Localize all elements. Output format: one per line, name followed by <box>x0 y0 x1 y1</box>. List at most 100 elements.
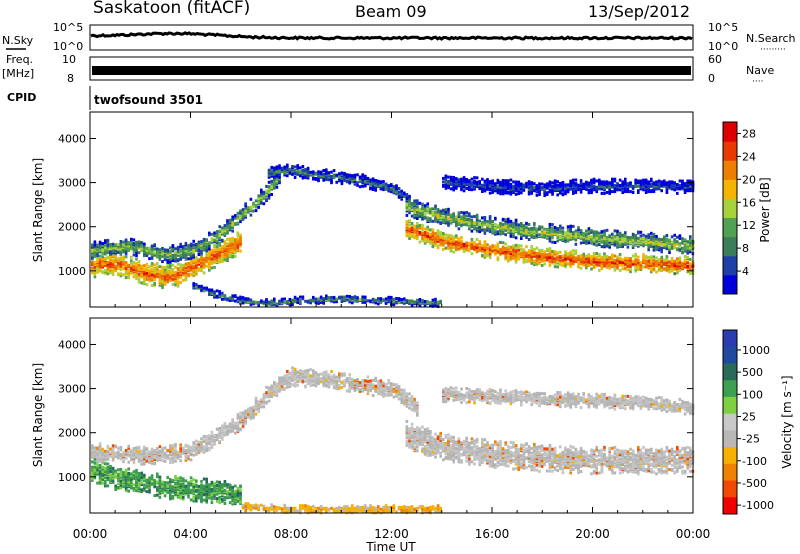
data-cell <box>663 243 666 247</box>
data-cell <box>457 182 461 186</box>
data-cell <box>371 297 375 301</box>
data-cell <box>93 255 97 259</box>
data-cell <box>574 178 578 182</box>
data-cell <box>637 189 640 193</box>
data-cell <box>205 254 208 258</box>
data-cell <box>176 280 180 284</box>
power-colorbar-swatch <box>723 255 737 276</box>
data-cell <box>273 170 276 174</box>
data-cell <box>361 176 364 179</box>
data-cell <box>215 247 219 251</box>
data-cell <box>535 258 539 262</box>
data-cell <box>689 243 692 247</box>
data-cell <box>678 260 682 264</box>
data-cell <box>676 257 679 261</box>
data-cell <box>475 213 479 217</box>
data-cell <box>608 188 611 192</box>
data-cell <box>93 246 97 250</box>
data-cell <box>111 269 115 273</box>
data-cell <box>218 259 221 263</box>
data-cell <box>678 179 682 183</box>
data-cell <box>462 218 466 222</box>
power-colorbar-tick-label: 24 <box>742 150 756 163</box>
data-cell <box>174 279 177 282</box>
data-cell <box>119 251 123 255</box>
data-cell <box>538 248 541 252</box>
data-cell <box>135 251 138 255</box>
data-cell <box>449 243 453 247</box>
data-cell <box>577 188 580 192</box>
data-cell <box>509 252 513 255</box>
data-cell <box>431 236 435 240</box>
data-cell <box>535 230 539 234</box>
data-cell <box>624 240 627 244</box>
data-cell <box>226 252 229 256</box>
data-cell <box>616 240 619 244</box>
data-cell <box>262 300 266 304</box>
data-cell <box>499 253 502 257</box>
data-cell <box>189 265 193 269</box>
data-cell <box>488 245 492 249</box>
data-cell <box>135 262 138 265</box>
data-cell <box>525 229 528 233</box>
data-cell <box>174 247 177 251</box>
data-cell <box>572 181 575 185</box>
data-cell <box>642 265 645 269</box>
data-cell <box>280 166 284 170</box>
data-cell <box>145 283 149 287</box>
data-cell <box>574 252 578 255</box>
data-cell <box>418 226 422 230</box>
data-cell <box>171 270 175 274</box>
data-cell <box>213 290 216 294</box>
data-cell <box>686 179 689 183</box>
data-cell <box>579 266 583 270</box>
data-cell <box>163 248 167 252</box>
data-cell <box>603 239 606 243</box>
data-cell <box>431 302 435 306</box>
data-cell <box>444 180 448 184</box>
data-cell <box>535 193 539 197</box>
data-cell <box>553 261 557 265</box>
data-cell <box>644 262 648 266</box>
data-cell <box>577 256 580 260</box>
data-cell <box>608 263 611 267</box>
data-cell <box>514 221 518 225</box>
data-cell <box>405 231 409 235</box>
data-cell <box>301 176 305 180</box>
data-cell <box>301 168 305 172</box>
data-cell <box>663 262 666 265</box>
data-cell <box>626 188 630 192</box>
data-cell <box>585 185 588 189</box>
data-cell <box>429 228 432 232</box>
data-cell <box>491 229 494 233</box>
data-cell <box>122 255 125 259</box>
data-cell <box>106 484 110 488</box>
data-cell <box>104 259 107 263</box>
data-cell <box>546 193 549 196</box>
data-cell <box>452 212 455 216</box>
data-cell <box>270 172 273 175</box>
data-cell <box>335 297 338 301</box>
data-cell <box>600 245 604 249</box>
data-cell <box>436 229 440 233</box>
data-cell <box>130 237 133 241</box>
data-cell <box>598 239 601 243</box>
data-cell <box>145 273 149 277</box>
data-cell <box>486 220 489 223</box>
data-cell <box>470 182 474 186</box>
data-cell <box>470 237 474 241</box>
data-cell <box>408 219 411 223</box>
data-cell <box>663 181 666 185</box>
data-cell <box>234 294 237 298</box>
data-cell <box>665 183 669 186</box>
data-cell <box>566 183 570 187</box>
data-cell <box>634 266 637 269</box>
data-cell <box>293 171 297 175</box>
data-cell <box>663 179 666 183</box>
data-cell <box>683 258 687 262</box>
data-cell <box>405 209 409 213</box>
data-cell <box>553 257 557 261</box>
data-cell <box>676 183 679 186</box>
data-cell <box>119 242 123 246</box>
data-cell <box>462 248 466 252</box>
